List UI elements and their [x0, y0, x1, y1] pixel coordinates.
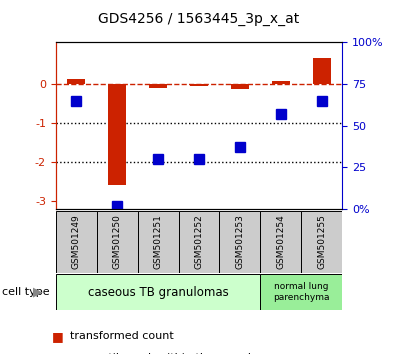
Bar: [272, 81, 290, 84]
FancyBboxPatch shape: [219, 211, 260, 273]
Text: GSM501254: GSM501254: [276, 214, 285, 269]
Bar: [108, 84, 126, 185]
Text: GSM501251: GSM501251: [154, 214, 162, 269]
Text: caseous TB granulomas: caseous TB granulomas: [88, 286, 228, 298]
FancyBboxPatch shape: [301, 211, 342, 273]
FancyBboxPatch shape: [138, 211, 179, 273]
Text: ■: ■: [52, 330, 64, 343]
Text: GSM501252: GSM501252: [195, 214, 203, 269]
FancyBboxPatch shape: [179, 211, 219, 273]
FancyBboxPatch shape: [97, 211, 138, 273]
Bar: [149, 84, 167, 88]
Bar: [231, 84, 249, 88]
Text: ▶: ▶: [33, 286, 43, 298]
FancyBboxPatch shape: [260, 211, 301, 273]
Text: cell type: cell type: [2, 287, 50, 297]
Text: percentile rank within the sample: percentile rank within the sample: [70, 353, 258, 354]
Text: GSM501250: GSM501250: [113, 214, 122, 269]
Text: GSM501253: GSM501253: [236, 214, 244, 269]
Text: transformed count: transformed count: [70, 331, 174, 341]
Bar: [190, 84, 208, 86]
Text: GSM501249: GSM501249: [72, 214, 81, 269]
FancyBboxPatch shape: [56, 211, 97, 273]
FancyBboxPatch shape: [260, 274, 342, 310]
Text: ■: ■: [52, 351, 64, 354]
Text: GDS4256 / 1563445_3p_x_at: GDS4256 / 1563445_3p_x_at: [98, 12, 300, 27]
Bar: [67, 79, 86, 84]
Text: normal lung
parenchyma: normal lung parenchyma: [273, 282, 330, 302]
Bar: [312, 58, 331, 84]
FancyBboxPatch shape: [56, 274, 260, 310]
Text: GSM501255: GSM501255: [317, 214, 326, 269]
